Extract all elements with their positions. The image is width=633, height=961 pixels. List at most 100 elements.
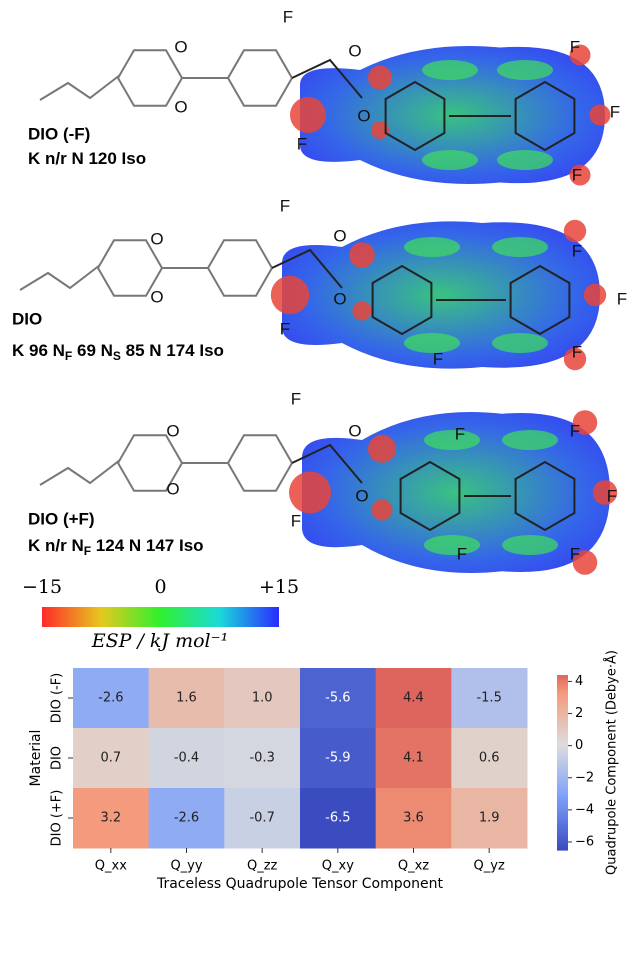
- atom-label: O: [150, 229, 163, 248]
- bond: [39, 74, 121, 101]
- colorbar-step: [557, 681, 568, 685]
- esp-spot: [371, 499, 393, 521]
- colorbar-step: [557, 701, 568, 705]
- ring: [514, 460, 576, 532]
- colorbar-step: [557, 834, 568, 838]
- colorbar-step: [557, 795, 568, 799]
- y-tick-label: DIO (-F): [50, 673, 65, 724]
- colorbar-step: [557, 784, 568, 788]
- phase-part: F: [84, 544, 91, 558]
- colorbar-tick-label: −6: [575, 834, 594, 849]
- colorbar-step: [557, 710, 568, 713]
- cell-label: -2.6: [174, 811, 199, 826]
- atom-label: O: [357, 106, 370, 125]
- colorbar-step: [557, 777, 568, 781]
- atom-label: O: [333, 289, 346, 308]
- esp-spot: [371, 121, 389, 139]
- colorbar-step: [557, 753, 568, 757]
- atom-label: O: [166, 479, 179, 498]
- colorbar-step: [557, 677, 568, 680]
- heatmap-cell: [375, 788, 452, 849]
- colorbar-step: [557, 679, 568, 683]
- colorbar-step: [557, 808, 568, 812]
- colorbar-step: [557, 817, 568, 820]
- colorbar-step: [557, 806, 568, 810]
- colorbar-step: [557, 843, 568, 847]
- colorbar-step: [557, 714, 568, 718]
- x-tick-label: Q_xx: [95, 859, 127, 874]
- cell-label: 0.7: [100, 751, 121, 766]
- ring: [116, 434, 184, 492]
- y-tick-label: DIO (+F): [50, 790, 65, 847]
- atom-label: F: [570, 421, 580, 440]
- colorbar-step: [557, 758, 568, 761]
- colorbar-step: [557, 839, 568, 842]
- ring: [226, 49, 294, 107]
- esp-spot: [368, 65, 392, 90]
- esp-spot: [290, 97, 326, 133]
- colorbar-step: [557, 692, 568, 696]
- heatmap-cell: [148, 668, 225, 729]
- colorbar-step: [557, 699, 568, 702]
- colorbar-step: [557, 760, 568, 764]
- esp-spot: [572, 550, 598, 575]
- colorbar-step: [557, 747, 568, 750]
- esp-spot: [502, 535, 558, 555]
- y-axis-label: Material: [28, 730, 44, 787]
- colorbar-step: [557, 683, 568, 687]
- heatmap-cell: [375, 728, 452, 789]
- ring: [399, 460, 461, 532]
- material-name: DIO (+F): [28, 509, 95, 528]
- phase-sequence: K n/r N 120 Iso: [28, 149, 146, 168]
- esp-spot: [502, 430, 558, 450]
- colorbar-step: [557, 716, 568, 720]
- atom-label: F: [572, 342, 582, 361]
- atom-label: F: [455, 424, 465, 443]
- esp-label: ESP / kJ mol⁻¹: [91, 630, 229, 652]
- phase-part: 69 N: [72, 341, 113, 360]
- colorbar-step: [557, 734, 568, 737]
- atom-label: F: [433, 349, 443, 368]
- cell-label: 3.2: [100, 811, 121, 826]
- colorbar-step: [557, 847, 568, 851]
- esp-spot: [583, 283, 607, 307]
- esp-spot: [569, 44, 591, 66]
- colorbar-step: [557, 780, 568, 783]
- x-tick-label: Q_xy: [322, 859, 354, 874]
- atom-label: F: [297, 134, 307, 153]
- phase-sequence: K n/r NF 124 N 147 Iso: [28, 536, 204, 558]
- colorbar-step: [557, 782, 568, 785]
- material-name: DIO: [12, 309, 42, 328]
- colorbar-step: [557, 799, 568, 803]
- cell-label: 0.6: [479, 751, 500, 766]
- colorbar-step: [557, 725, 568, 729]
- heatmap: -2.6 1.6 1.0 -5.6 4.4 -1.5 0.7 -0.4 -0.3 -5.9 4.1 0…: [28, 650, 620, 892]
- heatmap-cell: [451, 668, 528, 729]
- colorbar-tick-label: 4: [575, 674, 583, 689]
- colorbar-step: [557, 729, 568, 733]
- colorbar-step: [557, 705, 568, 709]
- colorbar-step: [557, 723, 568, 726]
- colorbar-step: [557, 727, 568, 731]
- atom-label: F: [457, 544, 467, 563]
- cell-label: 1.0: [252, 691, 273, 706]
- colorbar-step: [557, 694, 568, 698]
- heatmap-cell: [73, 668, 150, 729]
- colorbar-step: [557, 769, 568, 772]
- atom-label: O: [348, 41, 361, 60]
- colorbar-step: [557, 766, 568, 770]
- esp-spot: [368, 434, 396, 463]
- cell-label: -0.4: [174, 751, 199, 766]
- colorbar-step: [557, 793, 568, 796]
- x-axis-label: Traceless Quadrupole Tensor Component: [156, 876, 444, 892]
- colorbar-step: [557, 821, 568, 825]
- esp-spot: [349, 242, 375, 268]
- atom-label: F: [607, 486, 617, 505]
- atom-label: O: [166, 421, 179, 440]
- colorbar-step: [557, 825, 568, 829]
- atom-label: F: [610, 102, 620, 121]
- heatmap-cell: [73, 788, 150, 849]
- phase-part: K n/r N: [28, 536, 84, 555]
- heatmap-cell: [451, 788, 528, 849]
- esp-spot: [270, 275, 310, 315]
